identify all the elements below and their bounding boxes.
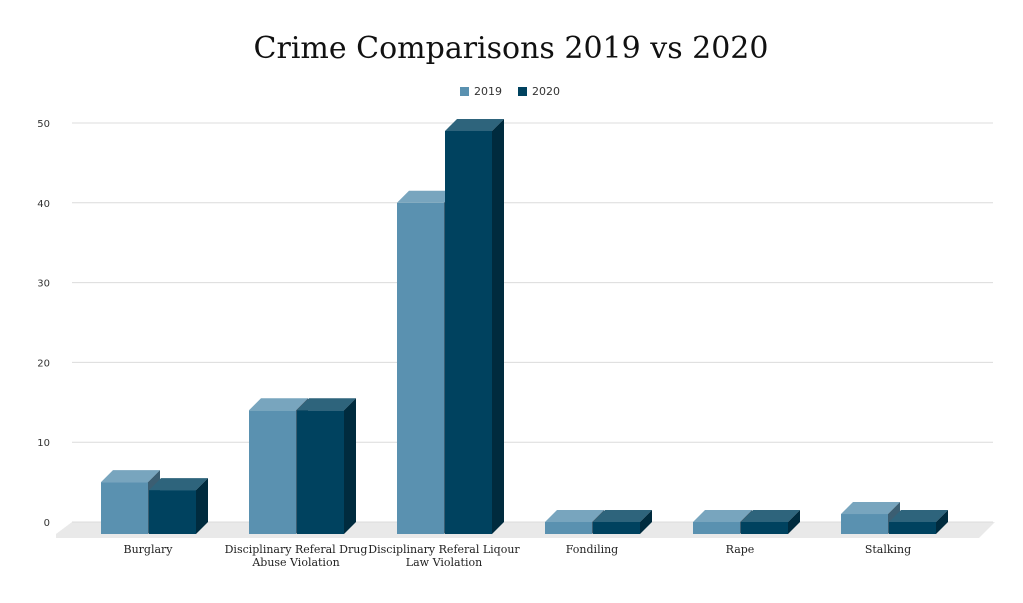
legend-swatch-2020	[518, 87, 527, 96]
bar-front	[249, 410, 296, 534]
y-tick-label: 10	[37, 438, 50, 449]
x-tick-label: Rape	[726, 543, 755, 556]
bar-top	[545, 510, 604, 522]
bar-2020-4	[741, 510, 800, 534]
y-tick-label: 50	[37, 119, 50, 130]
bar-top	[741, 510, 800, 522]
bars	[101, 118, 948, 535]
x-tick-label: Fondiling	[566, 543, 618, 556]
chart-title: Crime Comparisons 2019 vs 2020	[254, 31, 769, 66]
gridlines	[72, 122, 993, 523]
x-tick-label: Disciplinary Referal Liqour Law Violation	[368, 543, 520, 569]
bar-front	[445, 130, 492, 535]
bar-2020-3	[593, 510, 652, 534]
bar-top	[889, 510, 948, 522]
bar-front	[397, 202, 444, 535]
bar-top	[693, 510, 752, 522]
bar-2020-2	[445, 118, 504, 535]
legend-label-2019: 2019	[474, 85, 502, 98]
bar-front	[593, 522, 640, 534]
bar-top	[101, 470, 160, 483]
bar-2020-1	[297, 398, 356, 534]
bar-side	[640, 510, 652, 534]
bar-top	[297, 398, 356, 411]
x-tick-label: Stalking	[865, 543, 911, 556]
bar-side	[788, 510, 800, 534]
bar-2020-0	[149, 478, 208, 534]
legend: 2019 2020	[460, 85, 560, 98]
y-tick-label: 40	[37, 199, 50, 210]
bar-side	[196, 478, 208, 534]
y-tick-label: 20	[37, 358, 50, 369]
x-tick-label: Burglary	[123, 543, 173, 556]
bar-top	[841, 502, 900, 515]
bar-front	[545, 522, 592, 534]
bar-front	[841, 514, 888, 534]
x-axis: Burglary Disciplinary Referal Drug Abuse V…	[123, 543, 911, 569]
bar-top	[397, 190, 456, 203]
bar-top	[593, 510, 652, 522]
y-tick-label: 30	[37, 279, 50, 290]
bar-front	[297, 410, 344, 534]
bar-front	[101, 482, 148, 534]
bar-top	[149, 478, 208, 491]
bar-front	[741, 522, 788, 534]
legend-label-2020: 2020	[532, 85, 560, 98]
legend-swatch-2019	[460, 87, 469, 96]
x-tick-label: Disciplinary Referal Drug Abuse Violation	[225, 543, 368, 569]
y-tick-label: 0	[44, 518, 50, 529]
bar-top	[249, 398, 308, 411]
bar-top	[445, 118, 504, 131]
bar-front	[149, 490, 196, 534]
y-axis: 0 10 20 30 40 50	[37, 119, 50, 529]
bar-front	[693, 522, 740, 534]
bar-side	[492, 118, 504, 534]
bar-side	[936, 510, 948, 534]
bar-2020-5	[889, 510, 948, 534]
bar-front	[889, 522, 936, 534]
bar-side	[344, 398, 356, 534]
